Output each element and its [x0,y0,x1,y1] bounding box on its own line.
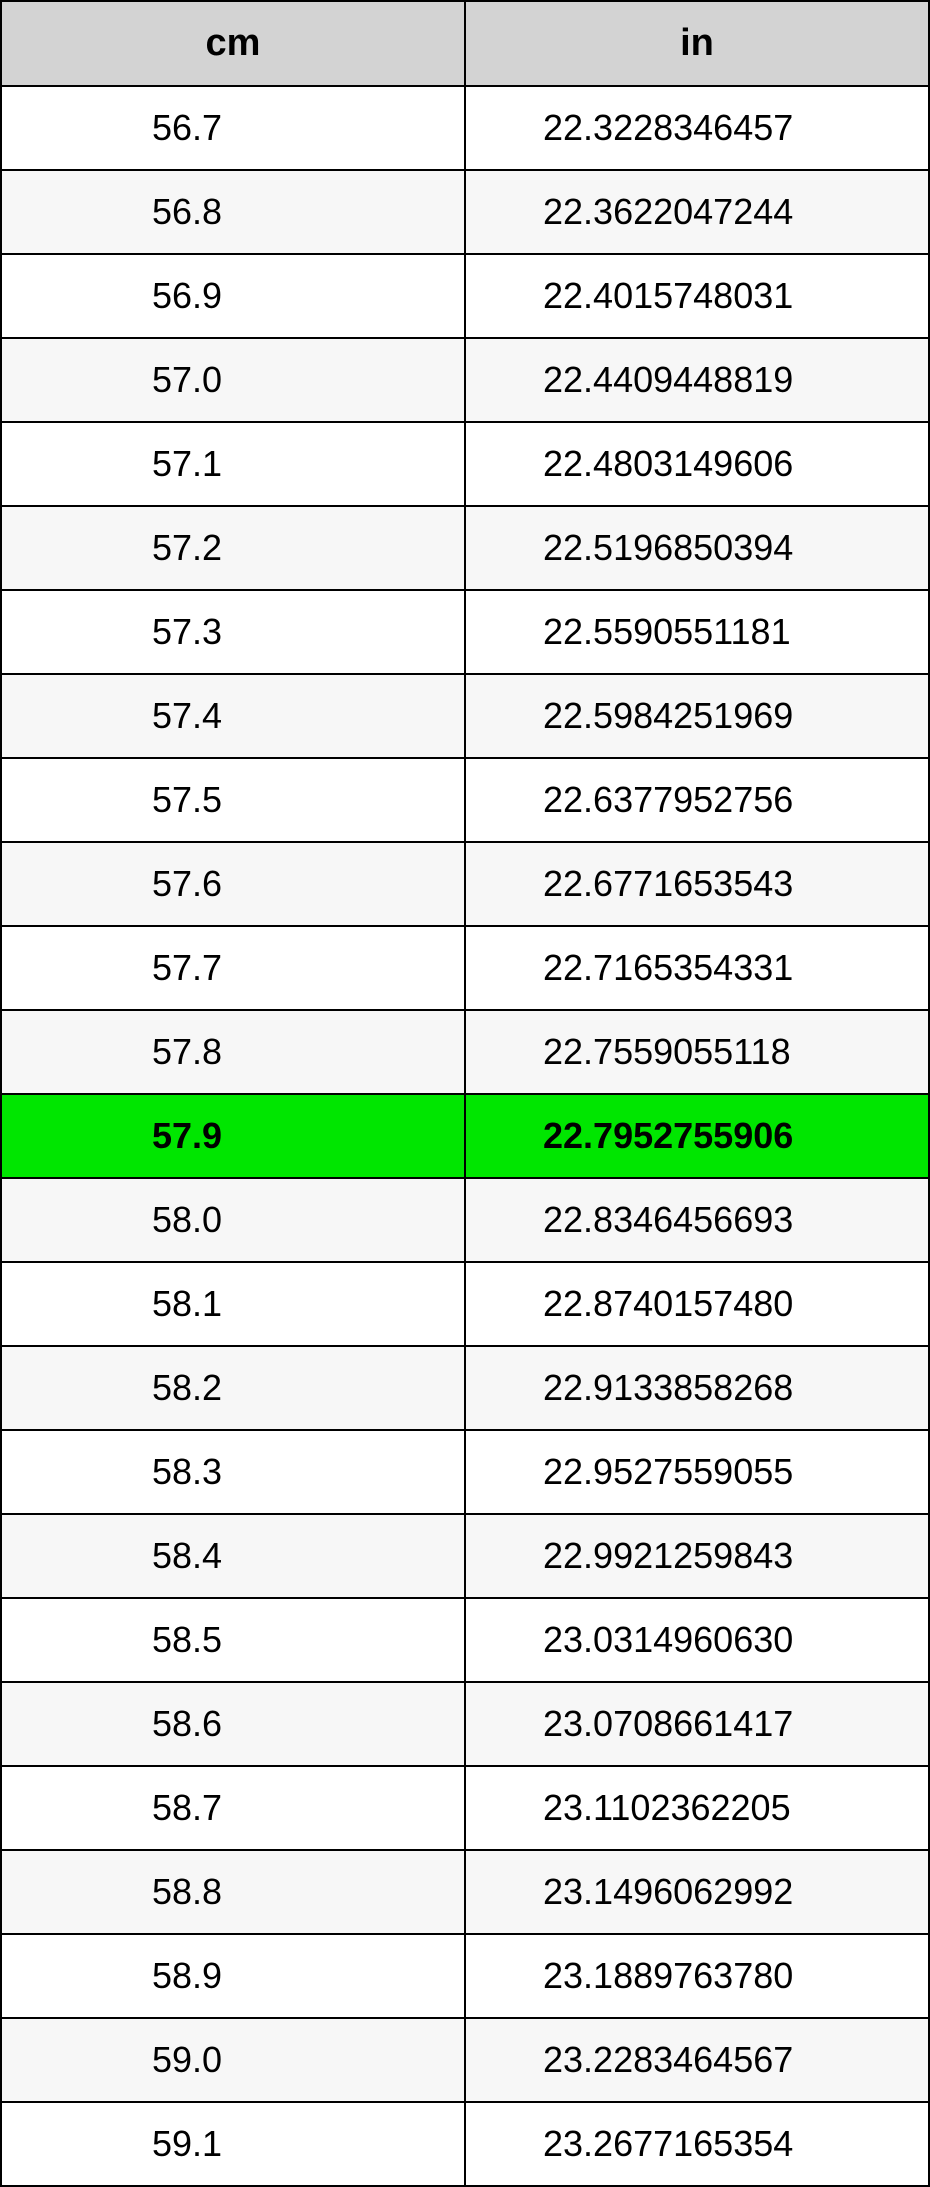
in-value: 22.9921259843 [465,1514,929,1598]
table-header-row: cm in [1,1,929,86]
table-row: 57.622.6771653543 [1,842,929,926]
in-value: 22.4015748031 [465,254,929,338]
cm-value: 57.2 [1,506,465,590]
in-value: 22.6377952756 [465,758,929,842]
cm-value: 59.0 [1,2018,465,2102]
table-row: 57.722.7165354331 [1,926,929,1010]
cm-value: 58.4 [1,1514,465,1598]
cm-value: 57.9 [1,1094,465,1178]
in-value: 23.1889763780 [465,1934,929,2018]
table-row: 57.322.5590551181 [1,590,929,674]
cm-value: 58.6 [1,1682,465,1766]
table-row: 58.923.1889763780 [1,1934,929,2018]
table-row: 57.022.4409448819 [1,338,929,422]
column-header-in: in [465,1,929,86]
cm-value: 57.6 [1,842,465,926]
cm-value: 58.2 [1,1346,465,1430]
cm-value: 57.5 [1,758,465,842]
table-row: 58.723.1102362205 [1,1766,929,1850]
in-value: 22.4803149606 [465,422,929,506]
table-row: 58.523.0314960630 [1,1598,929,1682]
table-body: 56.722.322834645756.822.362204724456.922… [1,86,929,2186]
table-row: 59.023.2283464567 [1,2018,929,2102]
cm-value: 58.7 [1,1766,465,1850]
in-value: 22.9527559055 [465,1430,929,1514]
cm-value: 57.7 [1,926,465,1010]
cm-value: 58.0 [1,1178,465,1262]
in-value: 22.4409448819 [465,338,929,422]
in-value: 22.5196850394 [465,506,929,590]
table-row: 58.322.9527559055 [1,1430,929,1514]
cm-value: 58.9 [1,1934,465,2018]
table-row: 56.722.3228346457 [1,86,929,170]
in-value: 23.0708661417 [465,1682,929,1766]
in-value: 22.5590551181 [465,590,929,674]
cm-value: 57.0 [1,338,465,422]
cm-value: 58.8 [1,1850,465,1934]
cm-value: 58.1 [1,1262,465,1346]
in-value: 23.1102362205 [465,1766,929,1850]
conversion-table: cm in 56.722.322834645756.822.3622047244… [0,0,930,2187]
table-row: 57.422.5984251969 [1,674,929,758]
in-value: 22.5984251969 [465,674,929,758]
cm-value: 57.1 [1,422,465,506]
table-row: 56.822.3622047244 [1,170,929,254]
in-value: 22.3228346457 [465,86,929,170]
table-row: 58.823.1496062992 [1,1850,929,1934]
table-row: 58.623.0708661417 [1,1682,929,1766]
cm-value: 57.3 [1,590,465,674]
in-value: 22.7165354331 [465,926,929,1010]
table-row: 58.422.9921259843 [1,1514,929,1598]
in-value: 22.3622047244 [465,170,929,254]
in-value: 22.7952755906 [465,1094,929,1178]
cm-value: 56.7 [1,86,465,170]
in-value: 23.2283464567 [465,2018,929,2102]
in-value: 23.1496062992 [465,1850,929,1934]
in-value: 22.8740157480 [465,1262,929,1346]
table-row: 58.222.9133858268 [1,1346,929,1430]
table-row: 57.122.4803149606 [1,422,929,506]
cm-value: 57.4 [1,674,465,758]
cm-value: 56.9 [1,254,465,338]
column-header-cm: cm [1,1,465,86]
cm-value: 56.8 [1,170,465,254]
table-row: 57.522.6377952756 [1,758,929,842]
table-row: 56.922.4015748031 [1,254,929,338]
table-row: 58.122.8740157480 [1,1262,929,1346]
cm-value: 58.3 [1,1430,465,1514]
table-row: 57.822.7559055118 [1,1010,929,1094]
in-value: 22.6771653543 [465,842,929,926]
in-value: 22.9133858268 [465,1346,929,1430]
in-value: 22.8346456693 [465,1178,929,1262]
table-row: 57.922.7952755906 [1,1094,929,1178]
in-value: 22.7559055118 [465,1010,929,1094]
cm-value: 57.8 [1,1010,465,1094]
table-row: 57.222.5196850394 [1,506,929,590]
table-row: 58.022.8346456693 [1,1178,929,1262]
in-value: 23.0314960630 [465,1598,929,1682]
cm-value: 58.5 [1,1598,465,1682]
